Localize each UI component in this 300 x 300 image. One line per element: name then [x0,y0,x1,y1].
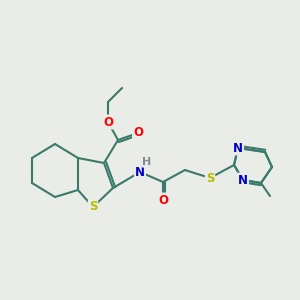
Text: N: N [135,166,145,178]
Text: O: O [103,116,113,128]
Text: S: S [206,172,214,184]
Text: H: H [142,157,152,167]
Text: O: O [133,127,143,140]
Text: S: S [89,200,97,214]
Text: N: N [238,173,248,187]
Text: O: O [158,194,168,206]
Text: N: N [233,142,243,154]
